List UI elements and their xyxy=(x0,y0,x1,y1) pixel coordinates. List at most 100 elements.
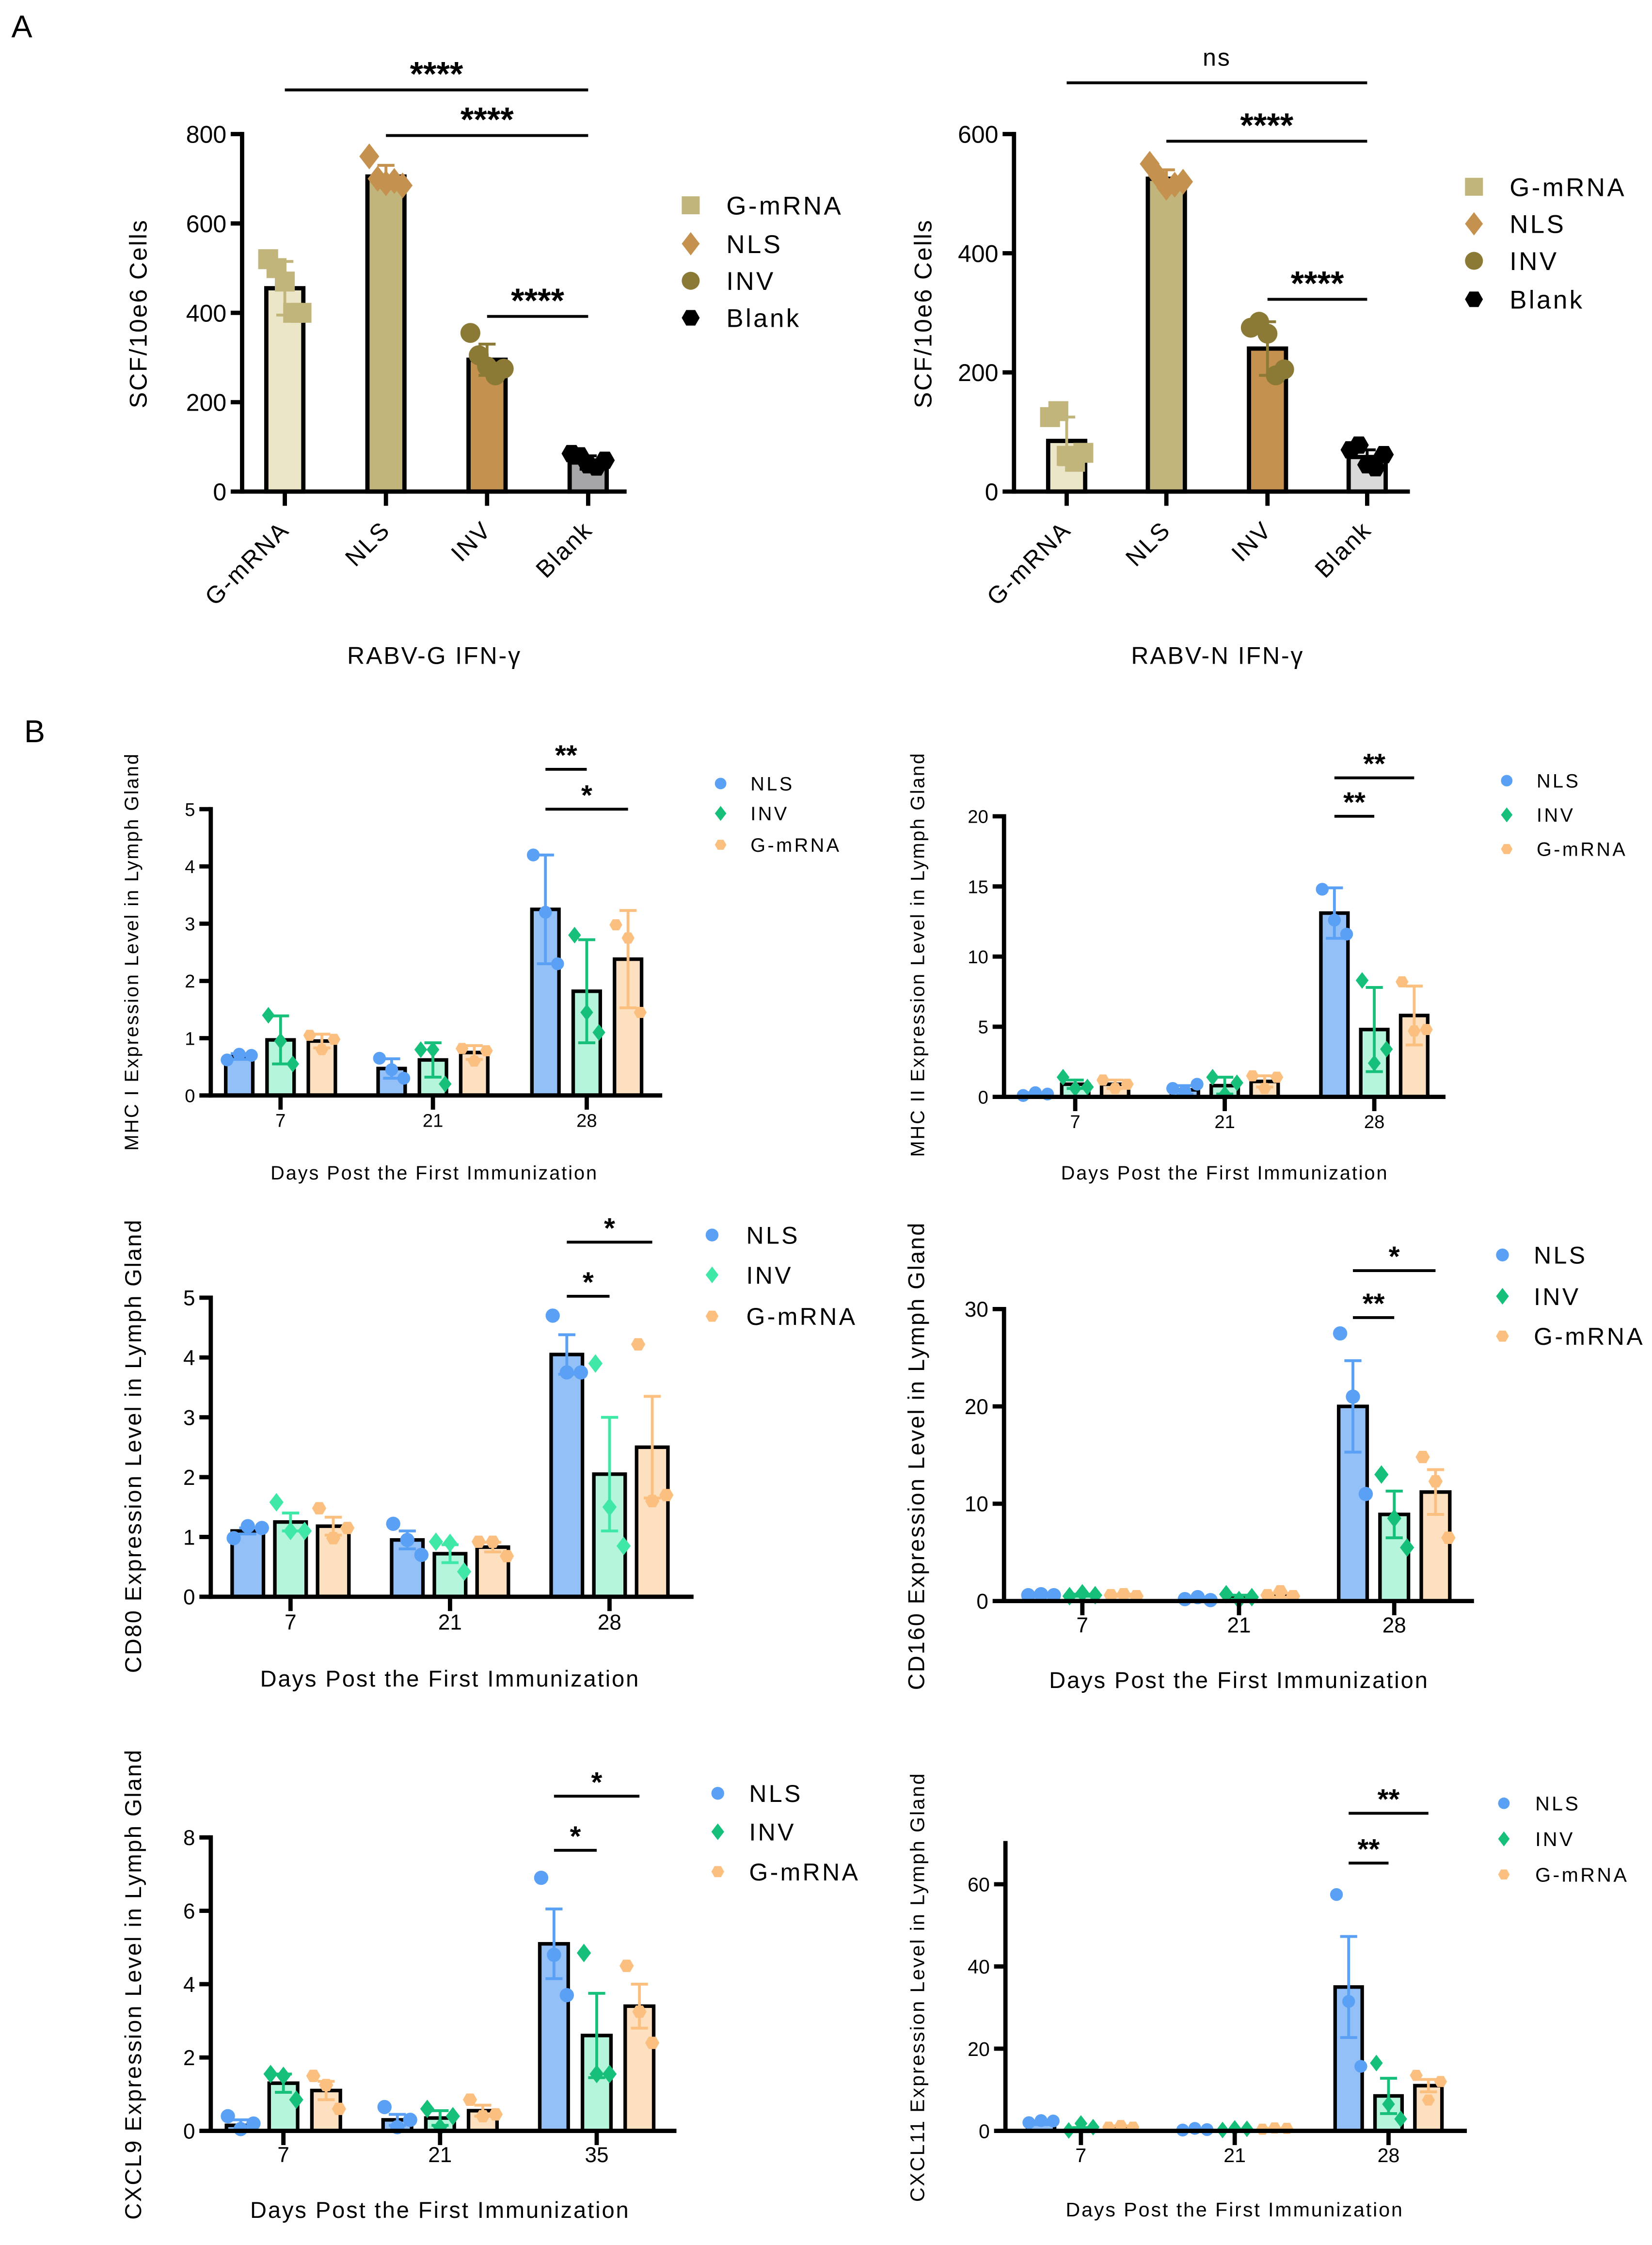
legend-item: G-mRNA xyxy=(1498,1864,1627,1886)
diamond-icon xyxy=(715,806,727,821)
x-axis-title: Days Post the First Immunization xyxy=(260,1666,640,1691)
x-tick-label: 21 xyxy=(1227,1613,1251,1637)
x-axis-title: RABV-G IFN-γ xyxy=(347,642,522,669)
bar-group-nls-day-21 xyxy=(377,2100,417,2134)
bar-group-inv-day-28 xyxy=(1355,972,1393,1099)
y-axis-title: SCF/10e6 Cells xyxy=(909,219,937,408)
hexagon-icon xyxy=(705,1310,719,1322)
bar-nls-day-28 xyxy=(1319,911,1350,1099)
data-point xyxy=(576,1943,591,1962)
bar-group-g-mrna-day-21 xyxy=(455,1043,493,1098)
legend-label: NLS xyxy=(1534,1242,1587,1269)
data-point xyxy=(1022,2116,1035,2129)
error-bar-inv-day-7 xyxy=(275,2072,292,2094)
significance-annotation: **** xyxy=(487,281,588,319)
x-tick-label: 21 xyxy=(1223,2144,1246,2166)
error-bar-nls-day-7 xyxy=(1032,1592,1050,1598)
legend-item: INV xyxy=(1498,1828,1573,1850)
error-bar-nls-day-28 xyxy=(1340,1935,1357,2039)
significance-label: **** xyxy=(461,100,514,139)
data-point xyxy=(359,143,380,170)
legend: G-mRNA NLS INV Blank xyxy=(1465,173,1624,314)
error-bar-g-mrna xyxy=(276,260,294,317)
chart-cd80: 0 1 2 3 4 5 7 21 28 Days Post the First Immunizat… xyxy=(120,1212,855,1691)
error-bar-nls-day-28 xyxy=(537,853,554,965)
data-point xyxy=(340,1522,355,1534)
error-bar-inv-day-21 xyxy=(441,1543,459,1564)
data-point xyxy=(462,2093,477,2106)
significance-label: ** xyxy=(1363,748,1385,780)
bar-group-inv xyxy=(460,323,514,494)
data-point xyxy=(221,2109,235,2123)
data-point xyxy=(634,1006,647,1018)
error-bar-inv-day-28 xyxy=(1385,1489,1403,1540)
data-point xyxy=(443,1533,458,1552)
y-tick-label: 600 xyxy=(186,210,226,238)
data-point xyxy=(1206,1068,1219,1086)
bar-group-inv-day-7 xyxy=(263,2065,303,2133)
data-point xyxy=(526,848,540,861)
y-tick-label: 0 xyxy=(183,2119,195,2143)
error-bar-blank xyxy=(579,454,597,471)
data-point xyxy=(457,1562,472,1581)
x-tick-label: 21 xyxy=(428,2143,452,2167)
legend-item: NLS xyxy=(705,1222,799,1249)
bar-group-inv-day-21 xyxy=(429,1532,472,1599)
significance-annotation: ** xyxy=(1349,1833,1389,1865)
circle-icon xyxy=(705,1228,719,1242)
data-point xyxy=(1330,1888,1343,1901)
circle-icon xyxy=(711,1787,724,1800)
square-icon xyxy=(1465,177,1483,196)
bar-group-nls-day-28 xyxy=(1333,1326,1373,1603)
data-point xyxy=(1047,2114,1060,2128)
y-tick-label: 4 xyxy=(185,857,195,877)
y-tick-label: 5 xyxy=(978,1017,988,1038)
significance-label: **** xyxy=(410,55,463,93)
data-point xyxy=(1074,2115,1088,2132)
error-bar-inv-day-7 xyxy=(1074,1592,1091,1598)
data-point xyxy=(1374,446,1394,463)
y-tick-label: 2 xyxy=(183,1466,195,1490)
bar-group-nls-day-28 xyxy=(1316,883,1353,1099)
legend: NLS INV G-mRNA xyxy=(715,774,839,856)
legend-label: NLS xyxy=(749,1780,802,1807)
legend: NLS INV G-mRNA xyxy=(711,1780,858,1886)
data-point xyxy=(1316,883,1329,896)
y-tick-label: 3 xyxy=(183,1406,195,1430)
legend-label: INV xyxy=(1537,805,1575,826)
data-point xyxy=(1354,2060,1367,2073)
data-point xyxy=(414,1547,429,1562)
x-tick-label: 28 xyxy=(1378,2144,1400,2166)
data-point xyxy=(1441,1531,1456,1544)
circle-icon xyxy=(682,271,700,290)
significance-label: * xyxy=(581,780,592,811)
data-point xyxy=(312,1502,327,1514)
error-bar-nls-day-21 xyxy=(1176,1084,1193,1096)
y-axis-title: CD160 Expression Level in Lymph Gland xyxy=(904,1222,929,1690)
error-bar-nls-day-7 xyxy=(230,1052,248,1061)
x-axis-title: Days Post the First Immunization xyxy=(270,1162,598,1184)
legend: NLS INV G-mRNA xyxy=(1498,1793,1627,1886)
error-bar-inv-day-35 xyxy=(588,1991,605,2079)
data-point xyxy=(289,2090,303,2109)
circle-icon xyxy=(1501,775,1513,787)
data-point xyxy=(386,1516,400,1531)
error-bar-g-mrna-day-7 xyxy=(318,2080,335,2102)
legend-item: G-mRNA xyxy=(1465,173,1624,202)
legend-label: NLS xyxy=(746,1222,799,1249)
panel-label-b: B xyxy=(24,714,45,749)
legend-item: Blank xyxy=(682,304,799,333)
data-point xyxy=(1103,1589,1118,1602)
data-point xyxy=(263,2065,278,2084)
significance-annotation: * xyxy=(554,1821,597,1852)
data-point xyxy=(1374,1465,1389,1484)
data-point xyxy=(240,1519,255,1533)
legend-label: G-mRNA xyxy=(1537,839,1627,860)
data-point xyxy=(1056,1068,1070,1086)
x-axis-title: RABV-N IFN-γ xyxy=(1131,642,1304,669)
data-point xyxy=(1219,1585,1234,1604)
chart-cxcl11: 0 20 40 60 7 21 28 Days Post the First Immuniza… xyxy=(906,1772,1627,2221)
diamond-icon xyxy=(1465,212,1483,236)
error-bar-blank xyxy=(1358,448,1376,466)
